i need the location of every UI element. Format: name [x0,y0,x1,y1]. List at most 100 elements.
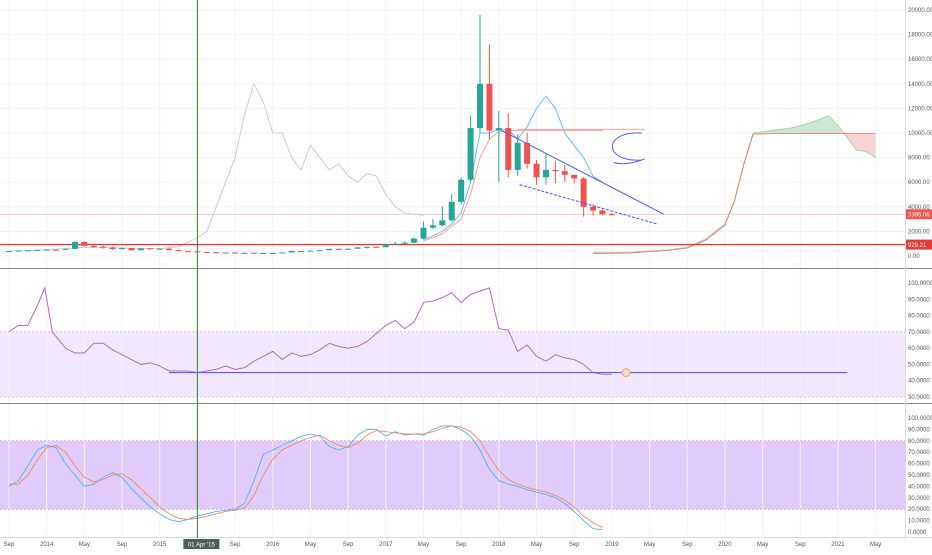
candle[interactable] [137,248,144,251]
candle-body [62,248,69,250]
candle[interactable] [382,243,389,248]
candle[interactable] [24,249,31,252]
candle-body [392,243,399,245]
candle[interactable] [109,247,116,250]
candle[interactable] [486,44,493,140]
price-tick-label: 10000.00 [908,131,932,137]
candle-body [316,250,323,252]
candle[interactable] [429,219,436,229]
candle[interactable] [373,246,380,248]
candle[interactable] [269,252,276,254]
candle-body [467,128,474,180]
candle[interactable] [15,250,22,252]
wedge-lower-line[interactable] [519,184,658,225]
candle[interactable] [533,160,540,185]
cloud-bullish [593,115,838,254]
stochastic-pane: 100.0000 90.0000 80.0000 70.0000 60.0000 50.0… [0,416,932,536]
time-tick-label: 2016 [266,542,280,548]
candle[interactable] [401,241,408,245]
cloud-span-a [593,115,876,253]
candle[interactable] [71,241,78,250]
candle[interactable] [6,250,12,253]
candle[interactable] [524,133,531,169]
candle[interactable] [260,252,267,255]
candle[interactable] [552,161,559,184]
candle[interactable] [62,248,69,250]
candle[interactable] [392,241,399,245]
candle[interactable] [561,164,568,183]
candle[interactable] [354,247,361,249]
time-tick-label: 2014 [40,542,54,548]
candle[interactable] [326,248,333,251]
candle[interactable] [505,113,512,178]
candle[interactable] [232,252,239,254]
candle[interactable] [571,174,578,184]
candle[interactable] [53,249,60,251]
candle-body [279,252,286,254]
rsi-tick-label: 40.0000 [908,379,930,385]
candle[interactable] [316,249,323,252]
wave-drawing[interactable] [613,158,646,165]
candle[interactable] [279,252,286,254]
bracket-drawing[interactable] [612,132,643,161]
candle[interactable] [222,252,229,254]
price-axis: 20000.00 18000.00 16000.00 14000.00 12000.00… [906,8,932,260]
rsi-touch-marker[interactable] [621,368,631,378]
pane-separators [0,0,932,540]
stoch-tick-label: 0.0000 [908,530,927,536]
candle-body [458,179,465,202]
candle[interactable] [43,249,50,251]
candle[interactable] [599,209,606,216]
candle[interactable] [81,241,88,247]
candle[interactable] [34,249,41,252]
candle[interactable] [580,177,587,217]
candle[interactable] [100,245,107,249]
candle-body [109,247,116,250]
candle[interactable] [288,250,295,253]
candle[interactable] [495,110,502,183]
candle-body [505,128,512,170]
candle[interactable] [213,251,220,254]
candle[interactable] [420,221,427,240]
wedge-upper-line[interactable] [501,130,664,215]
candle[interactable] [156,248,163,250]
candle[interactable] [439,206,446,227]
candle-body [298,250,305,252]
candle[interactable] [175,249,182,252]
candle-body [222,252,229,254]
candle[interactable] [467,115,474,183]
candle[interactable] [458,177,465,205]
candle[interactable] [147,247,154,250]
candle[interactable] [128,247,135,251]
time-tick-label: 2019 [605,542,619,548]
time-tick-label: May [531,542,542,548]
candle-body [147,248,154,250]
candle[interactable] [119,247,126,250]
candle[interactable] [542,152,549,185]
candle[interactable] [203,251,210,254]
candle[interactable] [411,237,418,243]
price-tick-label: 2000.00 [908,229,930,235]
candle[interactable] [298,250,305,252]
candle[interactable] [184,250,191,253]
candle[interactable] [90,244,97,249]
candle[interactable] [335,248,342,250]
time-tick-label: May [757,542,768,548]
candle[interactable] [477,14,483,133]
candle[interactable] [345,248,352,250]
candle[interactable] [608,212,615,216]
candle[interactable] [448,194,455,222]
rsi-tick-label: 70.0000 [908,330,930,336]
candle[interactable] [241,252,248,254]
candle[interactable] [250,252,257,254]
candle[interactable] [166,248,173,251]
candle-body [119,248,126,250]
candle[interactable] [307,250,314,252]
candle[interactable] [363,246,370,249]
candle[interactable] [514,134,521,177]
price-tick-label: 14000.00 [908,82,932,88]
candle-body [166,248,173,251]
candle-body [542,169,549,178]
